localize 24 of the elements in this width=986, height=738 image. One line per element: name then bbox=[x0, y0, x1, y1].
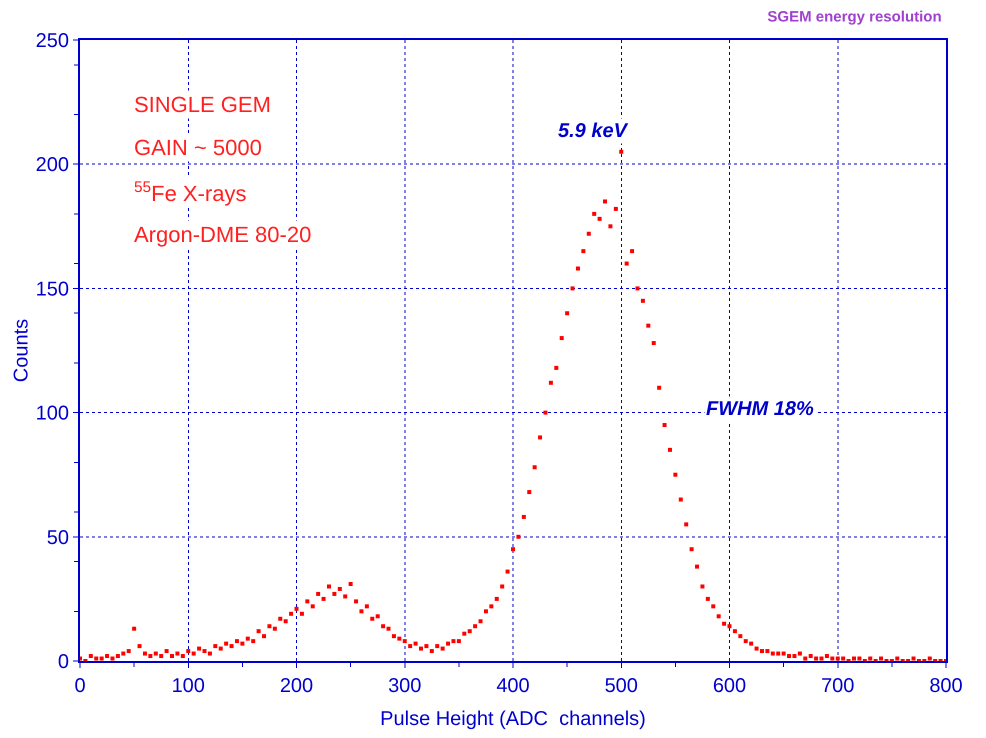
annotation: FWHM 18% bbox=[706, 398, 814, 420]
y-tick-label: 250 bbox=[36, 30, 69, 52]
x-tick-label: 800 bbox=[929, 675, 963, 697]
annotation: GAIN ~ 5000 bbox=[134, 135, 262, 160]
x-tick-label: 200 bbox=[280, 675, 314, 697]
y-tick-label: 200 bbox=[36, 154, 69, 176]
x-tick-label: 500 bbox=[604, 675, 638, 697]
y-tick-label: 150 bbox=[36, 278, 69, 300]
annotation: SINGLE GEM bbox=[134, 92, 271, 117]
x-tick-label: 600 bbox=[712, 675, 746, 697]
annotation: $^{55}$Fe X-rays bbox=[134, 179, 246, 206]
x-tick-label: 700 bbox=[821, 675, 854, 697]
y-tick-label: 50 bbox=[46, 526, 69, 549]
y-tick-label: 0 bbox=[58, 651, 69, 673]
annotation: Argon-DME 80-20 bbox=[134, 222, 312, 247]
x-tick-label: 300 bbox=[388, 675, 422, 697]
chart-title: SGEM energy resolution bbox=[767, 8, 942, 26]
y-tick-label: 100 bbox=[36, 402, 69, 425]
x-tick-label: 400 bbox=[496, 675, 530, 697]
y-axis-title: Counts bbox=[10, 318, 33, 382]
annotation: 5.9 keV bbox=[558, 120, 629, 142]
x-tick-label: 0 bbox=[74, 675, 86, 697]
x-axis-title: Pulse Height (ADC channels) bbox=[380, 708, 646, 730]
x-tick-label: 100 bbox=[172, 675, 205, 697]
